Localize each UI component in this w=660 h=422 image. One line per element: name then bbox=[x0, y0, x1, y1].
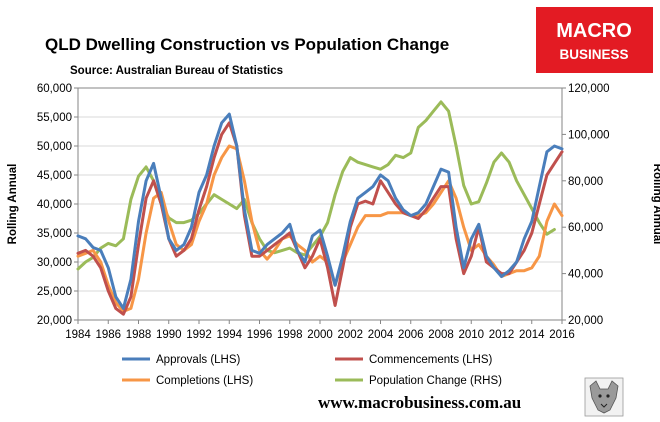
wolf-icon bbox=[584, 377, 624, 417]
x-tick-label: 1986 bbox=[95, 329, 121, 341]
right-tick-label: 20,000 bbox=[568, 315, 603, 327]
right-tick-label: 100,000 bbox=[568, 129, 610, 141]
logo-line2: BUSINESS bbox=[559, 47, 628, 62]
left-tick-label: 40,000 bbox=[37, 199, 72, 211]
legend-label: Population Change (RHS) bbox=[369, 375, 502, 387]
series-line-1 bbox=[76, 112, 564, 310]
left-axis: 20,000 25,000 30,000 35,000 40,000 45,000 50,0… bbox=[37, 83, 78, 327]
website-url: www.macrobusiness.com.au bbox=[318, 393, 521, 412]
x-tick-label: 2008 bbox=[428, 329, 454, 341]
x-axis: 1984 1986 1988 1990 1992 1994 1996 1998 2000 2002… bbox=[65, 320, 575, 341]
x-tick-label: 2004 bbox=[368, 329, 394, 341]
logo-line1: MACRO bbox=[556, 20, 632, 42]
macrobusiness-logo: MACRO BUSINESS bbox=[536, 7, 653, 73]
x-tick-label: 1990 bbox=[156, 329, 182, 341]
right-tick-label: 120,000 bbox=[568, 83, 610, 95]
left-tick-label: 30,000 bbox=[37, 257, 72, 269]
x-tick-label: 1988 bbox=[126, 329, 152, 341]
x-tick-label: 2006 bbox=[398, 329, 424, 341]
left-tick-label: 55,000 bbox=[37, 112, 72, 124]
legend-label: Completions (LHS) bbox=[156, 375, 253, 387]
series-lines bbox=[76, 100, 564, 316]
right-tick-label: 80,000 bbox=[568, 176, 603, 188]
gridlines bbox=[78, 87, 562, 321]
legend-label: Commencements (LHS) bbox=[369, 354, 493, 366]
right-axis-title: Rolling Annual bbox=[651, 164, 660, 245]
x-tick-label: 2012 bbox=[489, 329, 515, 341]
left-tick-label: 60,000 bbox=[37, 83, 72, 95]
x-tick-label: 1992 bbox=[186, 329, 212, 341]
x-tick-label: 2010 bbox=[458, 329, 484, 341]
x-tick-label: 1994 bbox=[216, 329, 242, 341]
left-tick-label: 35,000 bbox=[37, 228, 72, 240]
right-tick-label: 60,000 bbox=[568, 222, 603, 234]
left-tick-label: 50,000 bbox=[37, 141, 72, 153]
right-axis: 20,000 40,000 60,000 80,000 100,000 120,000 bbox=[562, 83, 610, 327]
x-tick-label: 2014 bbox=[519, 329, 545, 341]
left-tick-label: 45,000 bbox=[37, 170, 72, 182]
left-axis-title: Rolling Annual bbox=[7, 164, 19, 245]
x-tick-label: 1998 bbox=[277, 329, 303, 341]
legend: Approvals (LHS) Commencements (LHS) Comple… bbox=[122, 354, 502, 387]
x-tick-label: 2000 bbox=[307, 329, 333, 341]
x-tick-label: 2002 bbox=[337, 329, 363, 341]
x-tick-label: 2016 bbox=[549, 329, 575, 341]
left-tick-label: 25,000 bbox=[37, 286, 72, 298]
chart-title: QLD Dwelling Construction vs Population … bbox=[45, 35, 449, 54]
x-tick-label: 1984 bbox=[65, 329, 91, 341]
left-tick-label: 20,000 bbox=[37, 315, 72, 327]
logo-background bbox=[536, 7, 653, 73]
chart-source: Source: Australian Bureau of Statistics bbox=[70, 65, 283, 77]
x-tick-label: 1996 bbox=[247, 329, 273, 341]
right-tick-label: 40,000 bbox=[568, 269, 603, 281]
legend-label: Approvals (LHS) bbox=[156, 354, 241, 366]
